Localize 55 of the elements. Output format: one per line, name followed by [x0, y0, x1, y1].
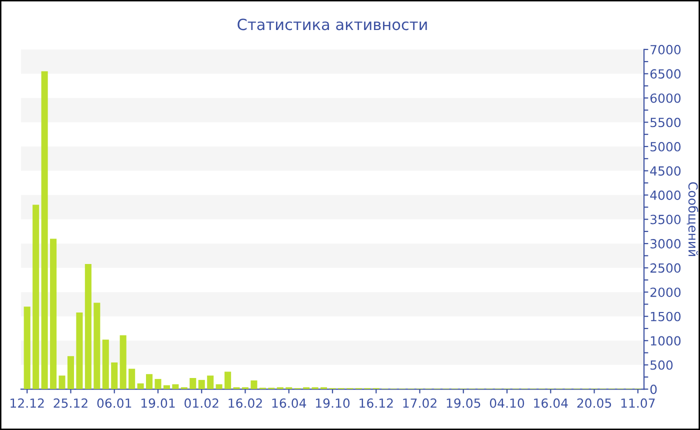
- y-tick-label: 1000: [650, 336, 681, 346]
- bar: [190, 378, 196, 390]
- y-tick-label: 6500: [650, 69, 681, 79]
- y-tick-label: 0: [650, 384, 657, 394]
- bar: [102, 340, 109, 390]
- x-tick-label: 16.04: [272, 398, 306, 408]
- x-tick-label: 04.10: [490, 398, 524, 408]
- x-tick-label: 16.12: [360, 398, 393, 408]
- bar: [120, 335, 126, 390]
- y-tick-label: 2500: [650, 263, 681, 273]
- bar: [137, 383, 144, 390]
- bar: [172, 384, 179, 390]
- x-tick-label: 16.04: [534, 398, 568, 408]
- bar: [84, 264, 92, 390]
- y-tick-label: 500: [650, 360, 673, 370]
- bar: [207, 376, 214, 390]
- bar: [224, 372, 232, 390]
- x-tick-label: 11.07: [621, 398, 655, 408]
- bar: [128, 368, 136, 390]
- bar: [76, 312, 83, 390]
- bar: [198, 380, 205, 390]
- x-tick-label: 12.12: [10, 398, 44, 408]
- bar: [41, 71, 48, 390]
- bar: [154, 378, 162, 390]
- y-tick-label: 1500: [650, 312, 681, 322]
- y-axis-title: Сообщений: [686, 182, 698, 256]
- bar: [216, 384, 222, 390]
- bar: [24, 306, 30, 390]
- x-tick-label: 25.12: [54, 398, 88, 408]
- bar: [58, 376, 66, 390]
- x-tick-label: 19.01: [141, 398, 175, 408]
- y-tick-label: 7000: [650, 44, 681, 54]
- bar: [94, 302, 100, 390]
- y-tick-label: 3500: [650, 214, 681, 224]
- x-tick-label: 20.05: [577, 398, 612, 408]
- chart-title: Статистика активности: [238, 18, 427, 30]
- y-tick-label: 3000: [650, 239, 681, 248]
- y-tick-label: 6000: [650, 93, 681, 103]
- x-tick-label: 01.02: [184, 398, 218, 408]
- x-tick-label: 06.01: [97, 398, 132, 408]
- y-tick-label: 5000: [650, 142, 681, 152]
- bar: [111, 362, 118, 390]
- bar: [32, 204, 40, 390]
- bar: [50, 238, 57, 390]
- y-tick-label: 2000: [650, 288, 681, 298]
- x-tick-label: 17.02: [403, 398, 436, 408]
- bar: [146, 374, 153, 390]
- y-tick-label: 4500: [650, 166, 681, 176]
- bar: [67, 356, 74, 390]
- y-tick-label: 4000: [650, 190, 681, 200]
- x-tick-label: 19.05: [446, 398, 480, 408]
- x-tick-label: 19.10: [316, 398, 350, 408]
- bar: [250, 380, 258, 390]
- y-tick-label: 5500: [650, 118, 681, 128]
- x-tick-label: 16.02: [228, 398, 262, 408]
